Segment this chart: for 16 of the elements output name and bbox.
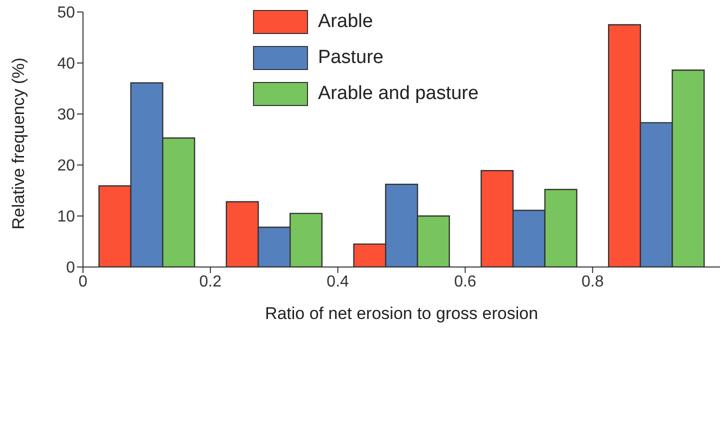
x-tick-label: 0.2 xyxy=(199,273,222,290)
legend-label: Arable xyxy=(318,11,373,33)
legend-label: Arable and pasture xyxy=(318,83,479,105)
y-tick-label: 0 xyxy=(66,260,76,277)
y-tick-label: 50 xyxy=(57,4,76,22)
x-tick-label: 0.4 xyxy=(326,273,350,290)
x-tick-label: 0.8 xyxy=(581,273,604,290)
y-tick-label: 20 xyxy=(57,158,76,175)
x-tick-label: 0.6 xyxy=(454,273,476,290)
y-tick-label: 40 xyxy=(57,56,76,73)
y-axis-title: Relative frequency (%) xyxy=(9,58,28,230)
y-tick-label: 30 xyxy=(57,106,76,124)
x-tick-label: 0 xyxy=(78,273,88,290)
x-axis-title: Ratio of net erosion to gross erosion xyxy=(264,304,538,323)
legend-label: Pasture xyxy=(318,47,384,69)
y-tick-label: 10 xyxy=(57,208,76,226)
